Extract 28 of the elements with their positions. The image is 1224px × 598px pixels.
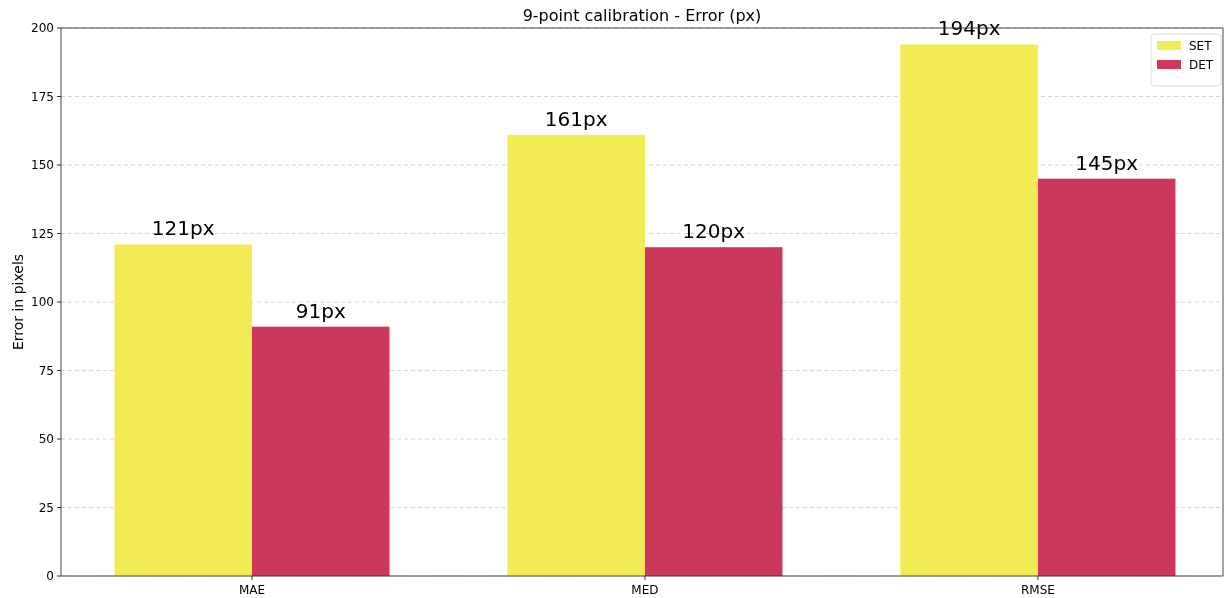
data-label: 91px	[295, 298, 346, 323]
data-label: 121px	[151, 216, 215, 241]
x-tick-label: MED	[631, 583, 659, 597]
y-tick-label: 25	[38, 500, 54, 515]
y-tick-label: 50	[38, 432, 54, 447]
legend-label: SET	[1189, 39, 1213, 54]
bar	[644, 247, 783, 576]
data-label: 145px	[1075, 150, 1139, 175]
y-tick-label: 100	[31, 295, 54, 310]
bar	[1037, 178, 1176, 576]
y-tick-label: 175	[31, 89, 54, 104]
x-tick-label: RMSE	[1020, 583, 1055, 597]
y-axis-title: Error in pixels	[10, 253, 26, 351]
bar	[251, 326, 390, 576]
y-tick-label: 75	[38, 363, 54, 378]
chart-title: 9-point calibration - Error (px)	[522, 6, 762, 25]
legend-label: DET	[1189, 58, 1214, 73]
bar	[114, 244, 252, 576]
bar	[507, 134, 645, 576]
y-tick-label: 150	[31, 158, 54, 173]
data-label: 161px	[544, 106, 608, 131]
data-label: 120px	[682, 219, 746, 244]
y-tick-label: 125	[31, 226, 54, 241]
x-tick-label: MAE	[238, 583, 266, 597]
y-tick-label: 200	[31, 21, 54, 36]
bar	[900, 44, 1038, 576]
y-tick-label: 0	[46, 569, 54, 584]
data-label: 194px	[937, 16, 1001, 41]
